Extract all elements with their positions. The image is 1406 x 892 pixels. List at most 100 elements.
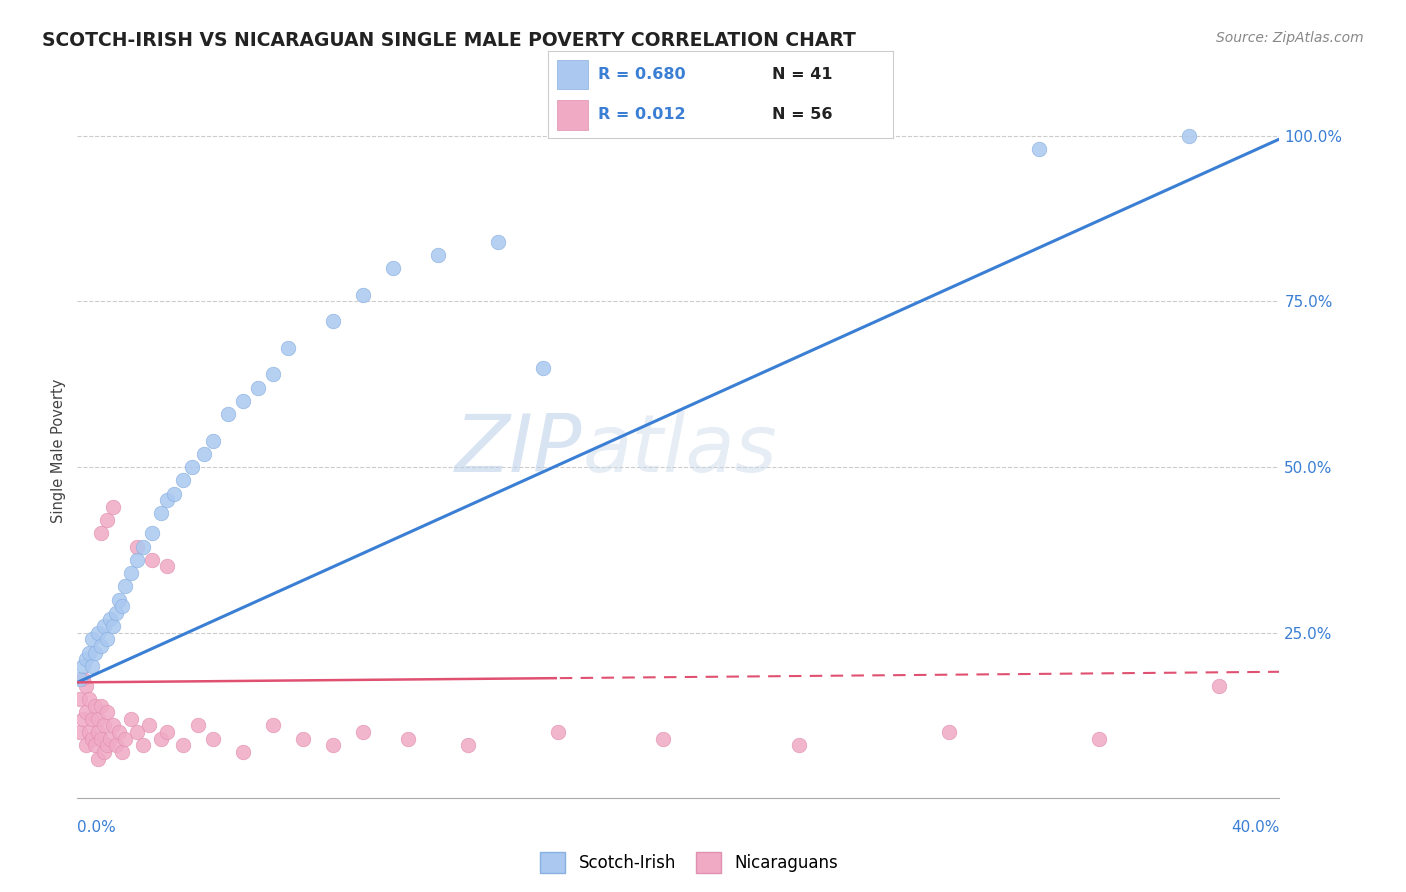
Point: [69, 692, 91, 706]
Point: [938, 725, 960, 739]
Point: [82, 712, 104, 726]
Text: N = 41: N = 41: [772, 67, 832, 82]
Point: [1028, 142, 1050, 156]
Point: [262, 368, 284, 382]
Point: [396, 731, 419, 746]
Point: [322, 739, 344, 753]
Point: [156, 559, 179, 574]
Point: [486, 235, 509, 249]
Point: [105, 606, 128, 620]
Point: [87, 625, 110, 640]
Point: [100, 612, 122, 626]
Text: R = 0.012: R = 0.012: [599, 107, 686, 122]
Point: [111, 599, 134, 614]
Point: [217, 407, 239, 421]
Point: [120, 566, 142, 580]
Point: [87, 712, 110, 726]
Point: [79, 692, 101, 706]
Point: [103, 718, 125, 732]
Point: [138, 718, 160, 732]
Point: [172, 473, 194, 487]
Point: [291, 731, 314, 746]
FancyBboxPatch shape: [557, 60, 588, 89]
Point: [141, 553, 163, 567]
Point: [201, 434, 224, 448]
Point: [652, 731, 675, 746]
Point: [72, 672, 94, 686]
Text: Source: ZipAtlas.com: Source: ZipAtlas.com: [1216, 31, 1364, 45]
Point: [381, 261, 404, 276]
Point: [90, 526, 112, 541]
Point: [111, 745, 134, 759]
Point: [69, 672, 91, 686]
Point: [547, 725, 569, 739]
Point: [457, 739, 479, 753]
Point: [90, 731, 112, 746]
Point: [82, 658, 104, 673]
Point: [1088, 731, 1111, 746]
Point: [1178, 128, 1201, 143]
Point: [93, 619, 115, 633]
Point: [156, 493, 179, 508]
Point: [79, 646, 101, 660]
Point: [100, 731, 122, 746]
Point: [141, 526, 163, 541]
Point: [72, 658, 94, 673]
Point: [84, 698, 107, 713]
Text: 0.0%: 0.0%: [77, 821, 117, 835]
Point: [105, 739, 128, 753]
Point: [75, 652, 97, 666]
Point: [90, 698, 112, 713]
Point: [82, 632, 104, 647]
Point: [162, 486, 184, 500]
Point: [103, 619, 125, 633]
Point: [352, 725, 374, 739]
Point: [72, 712, 94, 726]
Point: [93, 745, 115, 759]
Point: [531, 360, 554, 375]
Point: [87, 751, 110, 765]
Point: [75, 739, 97, 753]
Point: [322, 314, 344, 328]
Point: [114, 731, 136, 746]
Point: [156, 725, 179, 739]
Point: [82, 731, 104, 746]
Point: [96, 739, 118, 753]
Point: [246, 380, 269, 394]
Point: [127, 540, 149, 554]
Point: [96, 705, 118, 719]
Point: [150, 507, 173, 521]
Point: [277, 341, 299, 355]
Point: [79, 725, 101, 739]
Point: [150, 731, 173, 746]
Point: [69, 725, 91, 739]
Point: [93, 718, 115, 732]
Point: [232, 393, 254, 408]
Point: [96, 632, 118, 647]
FancyBboxPatch shape: [557, 100, 588, 129]
Point: [180, 460, 202, 475]
Point: [84, 646, 107, 660]
Text: 40.0%: 40.0%: [1232, 821, 1279, 835]
Point: [120, 712, 142, 726]
Y-axis label: Single Male Poverty: Single Male Poverty: [51, 378, 66, 523]
Point: [132, 540, 155, 554]
Point: [172, 739, 194, 753]
Point: [114, 579, 136, 593]
Text: SCOTCH-IRISH VS NICARAGUAN SINGLE MALE POVERTY CORRELATION CHART: SCOTCH-IRISH VS NICARAGUAN SINGLE MALE P…: [42, 31, 856, 50]
Point: [1208, 679, 1230, 693]
Point: [127, 725, 149, 739]
Point: [103, 500, 125, 514]
Point: [75, 679, 97, 693]
Point: [84, 739, 107, 753]
Point: [186, 718, 209, 732]
Point: [427, 248, 450, 262]
Legend: Scotch-Irish, Nicaraguans: Scotch-Irish, Nicaraguans: [533, 846, 845, 880]
Point: [75, 705, 97, 719]
Point: [108, 592, 131, 607]
Text: N = 56: N = 56: [772, 107, 832, 122]
Point: [96, 513, 118, 527]
Point: [193, 447, 215, 461]
Point: [352, 287, 374, 301]
Text: ZIP: ZIP: [456, 411, 582, 490]
